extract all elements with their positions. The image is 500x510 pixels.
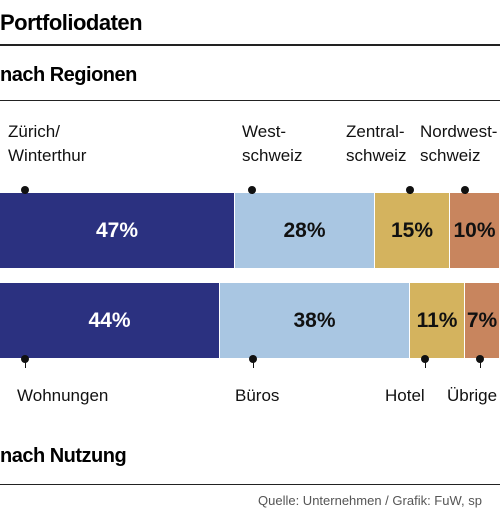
- legend-label: Nordwest- schweiz: [420, 122, 498, 165]
- value-label: 11%: [416, 308, 458, 332]
- leader: [480, 358, 481, 368]
- bar-segment: 11%: [410, 283, 464, 358]
- rule: [0, 484, 500, 485]
- legend-label: Hotel: [385, 386, 425, 405]
- leader: [465, 190, 466, 194]
- bar-segment: 44%: [0, 283, 219, 358]
- legend-label: Übrige: [447, 386, 498, 405]
- legend-label: Zürich/ Winterthur: [8, 122, 87, 165]
- leader: [425, 358, 426, 368]
- bar-segment: 38%: [220, 283, 409, 358]
- section-title: nach Nutzung: [0, 445, 127, 467]
- legend-label: Büros: [235, 386, 280, 405]
- leader: [253, 358, 254, 368]
- legend-label: West- schweiz: [242, 122, 303, 165]
- value-label: 15%: [390, 218, 434, 242]
- bar-segment: 10%: [450, 193, 499, 268]
- legend-label: Zentral- schweiz: [346, 122, 407, 165]
- value-label: 10%: [453, 218, 496, 242]
- leader: [252, 190, 253, 194]
- value-label: 44%: [88, 308, 131, 332]
- value-label: 47%: [95, 218, 139, 242]
- rule: [0, 100, 500, 101]
- bar-segment: 7%: [465, 283, 499, 358]
- leader: [410, 190, 411, 194]
- value-label: 38%: [293, 308, 336, 332]
- value-label: 7%: [466, 308, 498, 332]
- source: Quelle: Unternehmen / Grafik: FuW, sp: [258, 493, 482, 508]
- bar-segment: 28%: [235, 193, 374, 268]
- bar-segment: 47%: [0, 193, 234, 268]
- value-label: 28%: [283, 218, 326, 242]
- bar-segment: 15%: [375, 193, 449, 268]
- leader: [25, 190, 26, 194]
- rule: [0, 44, 500, 46]
- leader: [25, 358, 26, 368]
- section-title: nach Regionen: [0, 64, 137, 86]
- title: Portfoliodaten: [0, 10, 143, 35]
- legend-label: Wohnungen: [17, 386, 109, 405]
